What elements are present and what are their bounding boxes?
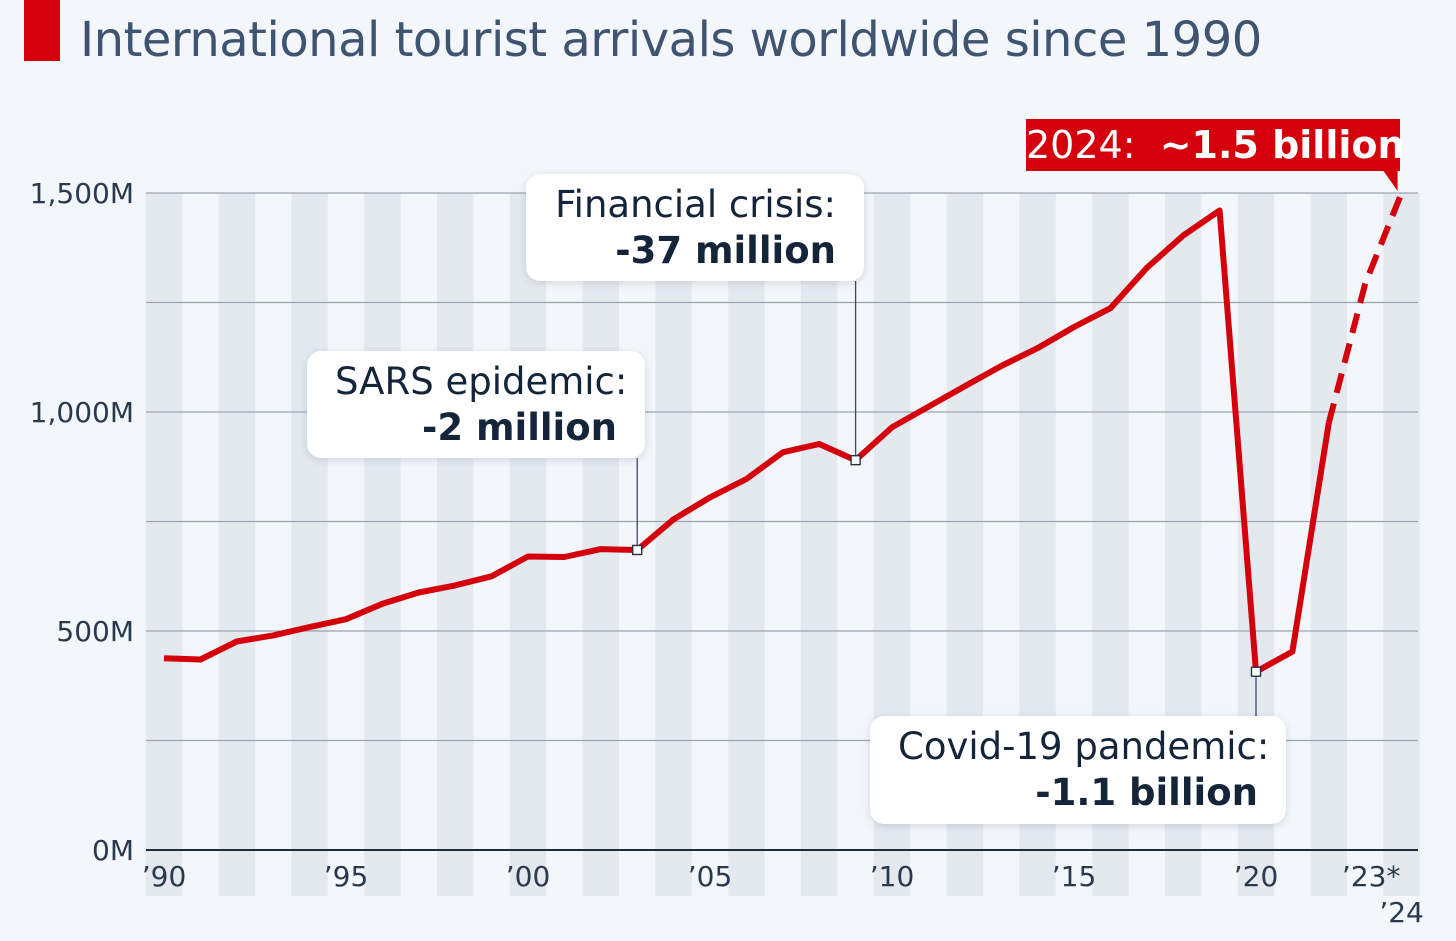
sars-callout-value: -2 million [421,406,617,449]
covid-callout-value: -1.1 billion [1035,771,1258,814]
covid-callout: Covid-19 pandemic: -1.1 billion [870,716,1286,824]
financial-crisis-callout-label: Financial crisis: [555,183,836,226]
sars-callout-label: SARS epidemic: [335,360,628,403]
highlight-pointer [1383,171,1398,191]
year-band [364,193,401,896]
x-tick-label: ’05 [688,860,733,893]
x-tick-label: ’23* [1342,860,1401,893]
financial-crisis-callout: Financial crisis: -37 million [526,174,864,281]
annotation-marker [632,544,643,556]
y-tick-label: 1,500M [30,177,134,210]
highlight-badge: 2024: ~1.5 billion [1026,119,1405,171]
annotation-markers [632,171,1398,677]
annotation-marker [850,454,861,466]
year-band [291,193,328,896]
year-band [801,193,838,896]
x-tick-label: ’95 [324,860,369,893]
x-tick-label: ’20 [1234,860,1279,893]
x-tick-label: ’10 [870,860,915,893]
annotation-leaders [636,281,1257,716]
year-band [145,193,183,896]
covid-callout-label: Covid-19 pandemic: [898,725,1270,768]
x-tick-label: ’15 [1052,860,1097,893]
year-band [1383,193,1420,896]
y-tick-label: 1,000M [30,396,134,429]
year-band [655,193,692,896]
x-tick-label: ’24 [1379,896,1424,929]
y-axis-ticks: 0M 500M 1,000M 1,500M [30,177,134,867]
year-band [582,193,619,896]
arrivals-series-line [163,207,1332,675]
year-band [218,193,255,896]
title-accent-bar [24,0,60,61]
y-tick-label: 500M [56,615,134,648]
y-tick-label: 0M [92,834,134,867]
x-tick-label: ’90 [142,860,187,893]
year-band [728,193,765,896]
x-tick-label: ’00 [506,860,551,893]
year-band [437,193,474,896]
sars-callout: SARS epidemic: -2 million [307,351,645,458]
highlight-badge-value: ~1.5 billion [1159,123,1405,167]
year-band [1310,193,1347,896]
series-lines [163,191,1405,675]
chart-title: International tourist arrivals worldwide… [80,12,1262,68]
highlight-badge-year: 2024: [1026,123,1136,167]
estimate-series-line [1325,191,1405,424]
x-axis-ticks: ’90 ’95 ’00 ’05 ’10 ’15 ’20 ’23*’24 [142,860,1424,929]
annotation-marker [1250,666,1262,677]
year-band [509,193,547,896]
financial-crisis-callout-value: -37 million [615,229,836,272]
